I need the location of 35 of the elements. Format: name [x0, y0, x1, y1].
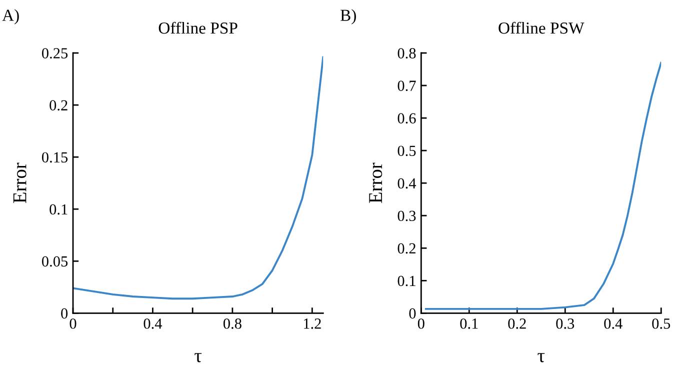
y-tick-label: 0.2	[398, 243, 416, 254]
chart-title: Offline PSW	[498, 22, 584, 34]
text: B)	[340, 9, 356, 24]
y-tick-label: 0.6	[398, 113, 416, 124]
y-tick-label: 0.8	[398, 48, 416, 59]
y-tick-label: 0.3	[398, 210, 416, 222]
y-tick-label: 0	[61, 308, 68, 319]
x-tick-label: 0	[70, 318, 76, 329]
x-tick-label: 0.5	[652, 318, 670, 329]
y-tick-label: 0.1	[398, 276, 416, 286]
y-tick-label: 0.05	[42, 256, 68, 267]
x-tick-label: 0.1	[460, 318, 478, 329]
y-tick-label: 0.4	[398, 178, 416, 189]
x-tick-label: 0	[418, 318, 424, 329]
x-axis-title: τ	[538, 353, 545, 362]
x-axis-title: τ	[194, 353, 202, 362]
y-tick-label: 0.7	[398, 80, 416, 92]
line-series	[73, 56, 324, 300]
y-tick-label: 0.1	[50, 204, 68, 215]
y-tick-label: 0.15	[42, 152, 68, 163]
chart-title: Offline PSP	[158, 22, 238, 34]
y-tick-label: 0.25	[42, 48, 68, 59]
x-tick-label: 0.8	[223, 318, 242, 329]
y-tick-label: 0.2	[50, 100, 68, 111]
text: A)	[2, 9, 19, 24]
x-tick-label: 0.4	[144, 318, 162, 329]
y-axis-title: Error	[13, 162, 26, 204]
y-tick-label: 0.5	[398, 146, 416, 156]
x-tick-label: 0.4	[604, 318, 622, 329]
x-tick-label: 0.3	[556, 318, 574, 329]
y-axis-title: Error	[369, 162, 382, 204]
line-series	[424, 62, 662, 310]
y-tick-label: 0	[409, 308, 416, 319]
x-tick-label: 0.2	[508, 318, 526, 329]
x-tick-label: 1.2	[304, 318, 321, 329]
